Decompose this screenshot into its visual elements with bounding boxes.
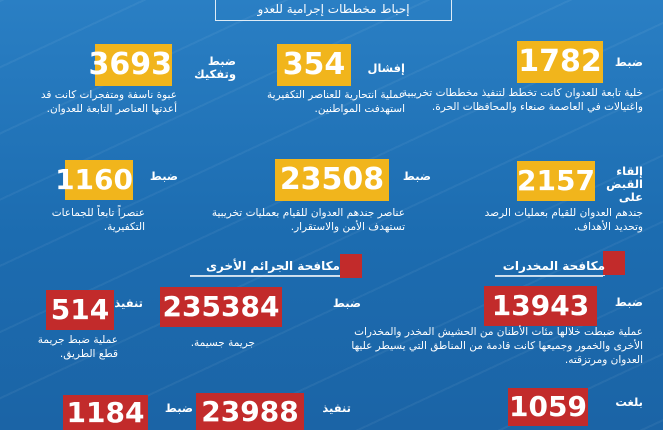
stat-label-514: تنفيذ (114, 296, 143, 310)
stat-desc-514: عملية ضبط جريمة قطع الطريق. (37, 334, 118, 360)
stat-box-514: 514 (46, 290, 114, 330)
stat-box-354: 354 (277, 44, 351, 86)
stat-label-2157: إلقاء القبض على (606, 164, 643, 204)
stat-desc-1160: عنصراً تابعاً للجماعات التكفيرية. (51, 207, 145, 233)
stat-label-1160: ضبط (149, 169, 178, 183)
crimes-underline (190, 276, 340, 277)
stat-box-1782: 1782 (517, 41, 603, 83)
stat-box-1059: 1059 (508, 388, 588, 426)
stat-label-23988: تنفيذ (322, 401, 351, 415)
stat-desc-235384: جريمة جسيمة. (190, 337, 255, 349)
stat-label-3693: ضبط وتفكيك (194, 54, 236, 81)
stat-label-354: إفشال (367, 61, 405, 75)
header-title: إحباط مخططات إجرامية للعدو (215, 0, 452, 21)
stat-box-23988: 23988 (196, 393, 304, 430)
stat-box-1160: 1160 (55, 160, 133, 200)
stat-desc-2157: جندهم العدوان للقيام بعمليات الرصد وتحدي… (484, 207, 643, 233)
crimes-tab-marker (340, 254, 362, 278)
stat-box-235384: 235384 (160, 287, 282, 327)
stat-desc-13943: عملية ضبطت خلالها مئات الأطنان من الحشيش… (351, 326, 643, 366)
stat-label-13943: ضبط (614, 295, 643, 309)
crimes-section-title: مكافحة الجرائم الأخرى (190, 259, 340, 276)
drugs-section-title: مكافحة المخدرات (495, 259, 605, 276)
stat-box-13943: 13943 (484, 286, 597, 326)
stat-desc-354: عملية انتحارية للعناصر التكفيرية استهدفت… (267, 89, 405, 115)
stat-desc-3693: عبوة ناسفة ومتفجرات كانت قد أعدتها العنا… (40, 89, 177, 115)
stat-box-23508: 23508 (275, 159, 389, 201)
stat-desc-1782: خلية تابعة للعدوان كانت تخطط لتنفيذ مخطط… (401, 87, 643, 113)
drugs-underline (495, 276, 603, 277)
drugs-tab-marker (603, 251, 625, 275)
stat-label-235384: ضبط (332, 296, 361, 310)
stat-box-1184: 1184 (63, 395, 148, 430)
stat-label-23508: ضبط (402, 169, 431, 183)
stat-label-1782: ضبط (614, 55, 643, 69)
stat-label-1184: ضبط (164, 401, 193, 415)
stat-box-3693: 3693 (89, 44, 172, 86)
stat-desc-23508: عناصر جندهم العدوان للقيام بعمليات تخريب… (211, 207, 405, 233)
stat-box-2157: 2157 (517, 161, 595, 201)
stat-label-1059: بلغت (615, 395, 643, 409)
